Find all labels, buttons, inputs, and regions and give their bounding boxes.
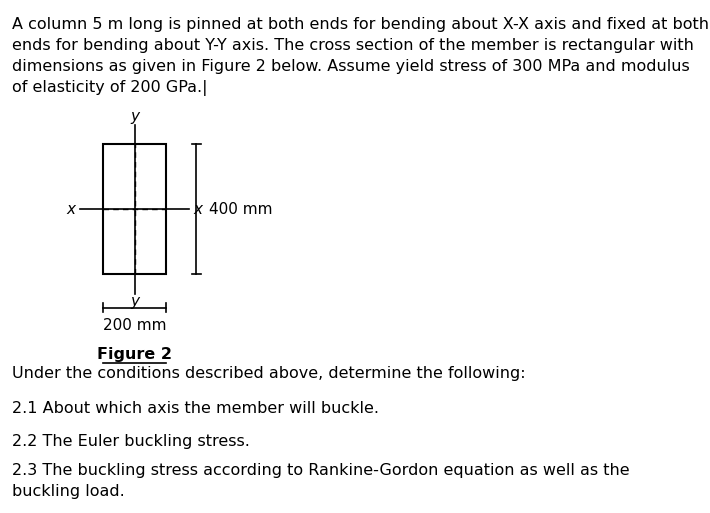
- Text: Figure 2: Figure 2: [97, 347, 172, 362]
- Text: y: y: [130, 294, 139, 309]
- Text: y: y: [130, 109, 139, 124]
- Text: 200 mm: 200 mm: [103, 318, 166, 333]
- Bar: [103, 144, 166, 274]
- Text: 2.1 About which axis the member will buckle.: 2.1 About which axis the member will buc…: [12, 401, 379, 416]
- Text: x: x: [67, 202, 76, 217]
- Text: 400 mm: 400 mm: [209, 202, 272, 217]
- Text: Under the conditions described above, determine the following:: Under the conditions described above, de…: [12, 366, 526, 381]
- Text: 2.3 The buckling stress according to Rankine-Gordon equation as well as the
buck: 2.3 The buckling stress according to Ran…: [12, 463, 630, 499]
- Text: x: x: [194, 202, 202, 217]
- Text: 2.2 The Euler buckling stress.: 2.2 The Euler buckling stress.: [12, 434, 250, 449]
- Text: A column 5 m long is pinned at both ends for bending about X-X axis and fixed at: A column 5 m long is pinned at both ends…: [12, 17, 709, 96]
